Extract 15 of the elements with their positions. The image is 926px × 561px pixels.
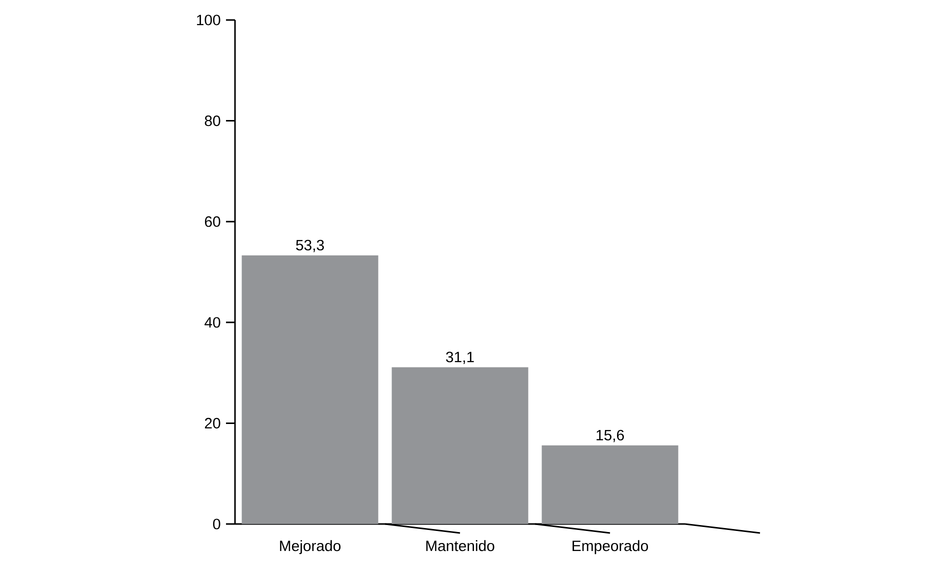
bar: [242, 255, 378, 524]
x-tick-label: Mantenido: [426, 540, 494, 552]
bar: [392, 367, 528, 524]
data-label: 53,3: [296, 240, 324, 252]
y-tick-label: 60: [204, 216, 220, 227]
y-tick-label: 100: [197, 14, 220, 26]
bar: [542, 445, 678, 524]
y-tick-label: 80: [204, 116, 220, 126]
y-tick-label: 20: [204, 418, 220, 428]
data-label: 15,6: [596, 430, 624, 442]
data-label: 31,1: [446, 352, 474, 364]
y-tick-label: 0: [213, 518, 220, 530]
x-tick-label: Mejorado: [280, 540, 341, 554]
y-tick-label: 40: [204, 317, 220, 328]
x-tick-label: Empeorado: [572, 540, 648, 554]
